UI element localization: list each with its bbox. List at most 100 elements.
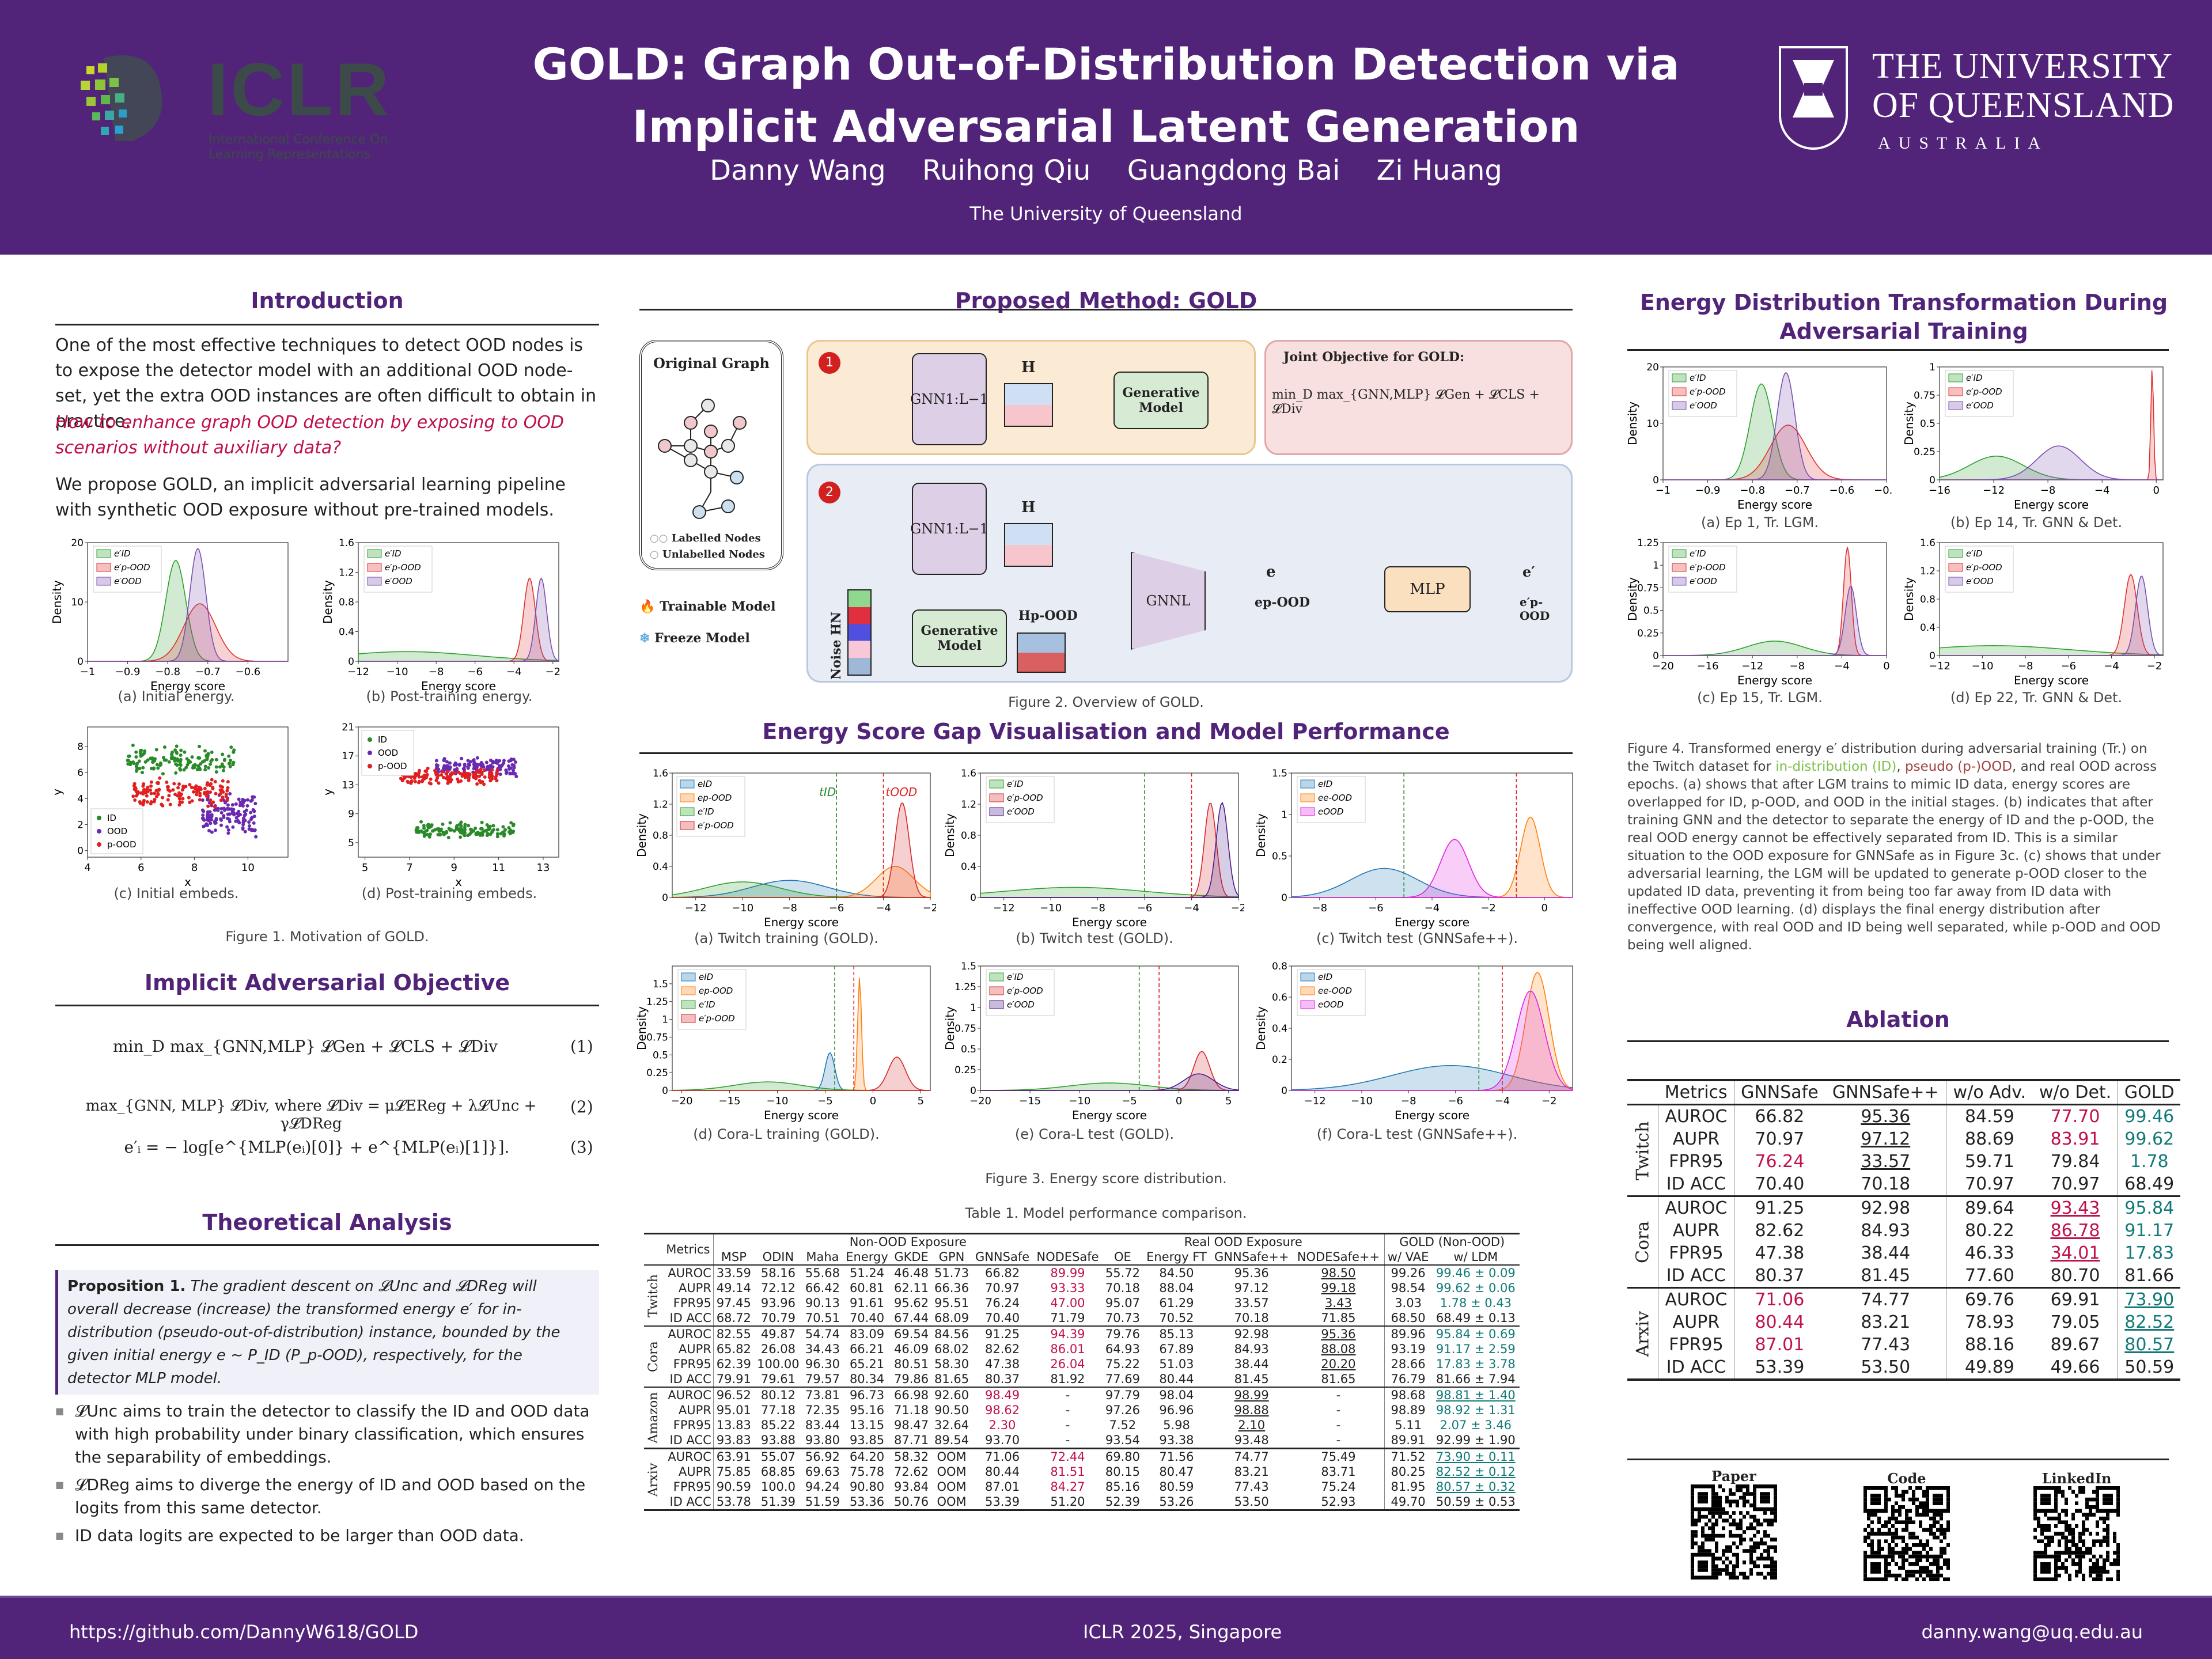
scatter-point (226, 786, 230, 790)
scatter-point (161, 772, 165, 776)
legend-label: e′p-OOD (1007, 986, 1043, 996)
table-cell: 68.09 (934, 1311, 969, 1325)
y-tick-label: 0.75 (1637, 582, 1659, 594)
scatter-point (493, 760, 497, 764)
scatter-point (491, 824, 495, 828)
ablation-cell: 68.49 (2124, 1174, 2175, 1194)
email-link[interactable]: danny.wang@uq.edu.au (1921, 1621, 2143, 1643)
scatter-point (219, 798, 223, 802)
legend-swatch (96, 549, 111, 558)
chart-legend: e′ID e′p-OOD e′OOD (93, 546, 162, 593)
scatter-point (202, 818, 206, 822)
y-tick-label: 0 (77, 846, 84, 857)
scatter-point (179, 757, 183, 762)
scatter-point (228, 792, 232, 796)
y-tick-label: 1.2 (653, 799, 668, 810)
ablation-row: FPR95 87.01 77.43 88.16 89.67 80.57 (1627, 1334, 2180, 1356)
scatter-point (442, 775, 446, 779)
table-cell: 80.44 (1159, 1372, 1194, 1386)
table-cell: 66.36 (934, 1281, 969, 1295)
table-cell: 93.70 (984, 1433, 1020, 1447)
x-tick-label: 8 (191, 862, 198, 874)
table-cell: 77.18 (760, 1403, 796, 1417)
h-label-2: H (1021, 499, 1036, 516)
legend-swatch (681, 972, 696, 982)
table-cell: 85.22 (760, 1418, 796, 1432)
qr-code-linkedin[interactable] (2033, 1486, 2120, 1581)
legend-label: e′ID (1690, 373, 1706, 383)
fig3c-caption: (c) Twitch test (GNNSafe++). (1316, 930, 1518, 946)
table-cell: 84.50 (1159, 1266, 1194, 1280)
iclr-subtitle-line1: International Conference On (209, 132, 388, 147)
stage-2-panel: 2 GNN1:L−1 H Noise HN Generative Model H… (806, 464, 1573, 683)
legend-label: e′p-OOD (1966, 387, 2002, 397)
x-tick-label: −0.8 (1740, 484, 1765, 497)
y-tick-label: 0.5 (1643, 605, 1659, 617)
scatter-point (208, 783, 212, 787)
scatter-point (513, 772, 517, 776)
github-link[interactable]: https://github.com/DannyW618/GOLD (69, 1621, 419, 1643)
chart-legend: e′ID e′p-OOD e′OOD (363, 546, 433, 593)
table-cell: 79.91 (716, 1372, 751, 1386)
qr-code-code[interactable] (1863, 1486, 1950, 1581)
table-cell: 68.85 (760, 1465, 796, 1479)
scatter-point (471, 759, 475, 763)
legend-label: e′OOD (1966, 576, 1994, 586)
scatter-point (168, 802, 172, 806)
table-cell: 65.21 (849, 1357, 885, 1371)
scatter-point (172, 782, 176, 786)
equation-1-number: (1) (570, 1037, 593, 1056)
scatter-point (463, 771, 467, 775)
ablation-row: Cora AUROC 91.25 92.98 89.64 93.43 95.84 (1627, 1196, 2180, 1263)
scatter-point (178, 794, 182, 798)
scatter-point (213, 805, 217, 809)
ablation-column-header: GNNSafe (1741, 1082, 1819, 1103)
ablation-row: Twitch AUROC 66.82 95.36 84.59 77.70 99.46 (1627, 1104, 2180, 1180)
scatter-point (134, 750, 138, 754)
table-cell: 65.82 (716, 1342, 751, 1356)
scatter-point (445, 831, 449, 835)
table-cell: 68.49 ± 0.13 (1435, 1311, 1516, 1325)
qr-code-paper[interactable] (1691, 1484, 1777, 1580)
x-tick-label: −4 (2094, 484, 2110, 497)
table-cell: 26.08 (760, 1342, 796, 1356)
ablation-cell: 70.97 (1755, 1129, 1805, 1149)
scatter-point (251, 795, 255, 799)
table-cell: 83.09 (849, 1327, 885, 1341)
table-cell: 87.71 (894, 1433, 929, 1447)
table-cell: 79.76 (1105, 1327, 1140, 1341)
ablation-cell: 77.70 (2032, 1104, 2119, 1128)
scatter-point (192, 790, 196, 794)
scatter-point (131, 743, 135, 747)
table-cell: 82.62 (984, 1342, 1020, 1356)
scatter-point (209, 821, 213, 825)
legend-label: ID (107, 813, 116, 823)
ablation-cell: 17.83 (2124, 1243, 2175, 1263)
table-cell: 98.04 (1159, 1388, 1194, 1402)
generative-model-label-2: Generative Model (921, 623, 998, 653)
table-cell: 52.39 (1105, 1495, 1140, 1509)
title-line2: Implicit Adversarial Latent Generation (632, 101, 1580, 152)
table-row: AUPR 65.82 26.08 34.43 66.21 46.09 68.02 82.62 8… (644, 1342, 1520, 1357)
y-tick-label: 0 (1929, 650, 1936, 662)
scatter-point (218, 765, 222, 769)
table-cell: 95.36 (1321, 1327, 1356, 1341)
scatter-point (241, 816, 245, 820)
column-header: MSP (721, 1250, 747, 1264)
scatter-point (454, 762, 459, 766)
scatter-point (214, 791, 218, 796)
table-cell: 55.68 (805, 1266, 840, 1280)
table-row: ID ACC 53.78 51.39 51.59 53.36 50.76 OOM 53.39 5… (644, 1494, 1520, 1510)
table-cell: 60.81 (849, 1281, 885, 1295)
gnn-l-label: GNNL (1146, 593, 1191, 609)
x-axis-label: Energy score (150, 679, 225, 693)
scatter-point (425, 832, 429, 836)
ablation-metric-label: ID ACC (1658, 1173, 1734, 1196)
scatter-point (227, 762, 231, 766)
scatter-point (244, 812, 248, 816)
ablation-metric-label: AUPR (1658, 1219, 1734, 1242)
scatter-point (241, 826, 245, 830)
chart-legend: e′ID e′p-OOD e′OOD (986, 969, 1055, 1016)
x-tick-label: −12 (685, 902, 707, 914)
x-tick-label: −0.5 (1874, 484, 1892, 497)
